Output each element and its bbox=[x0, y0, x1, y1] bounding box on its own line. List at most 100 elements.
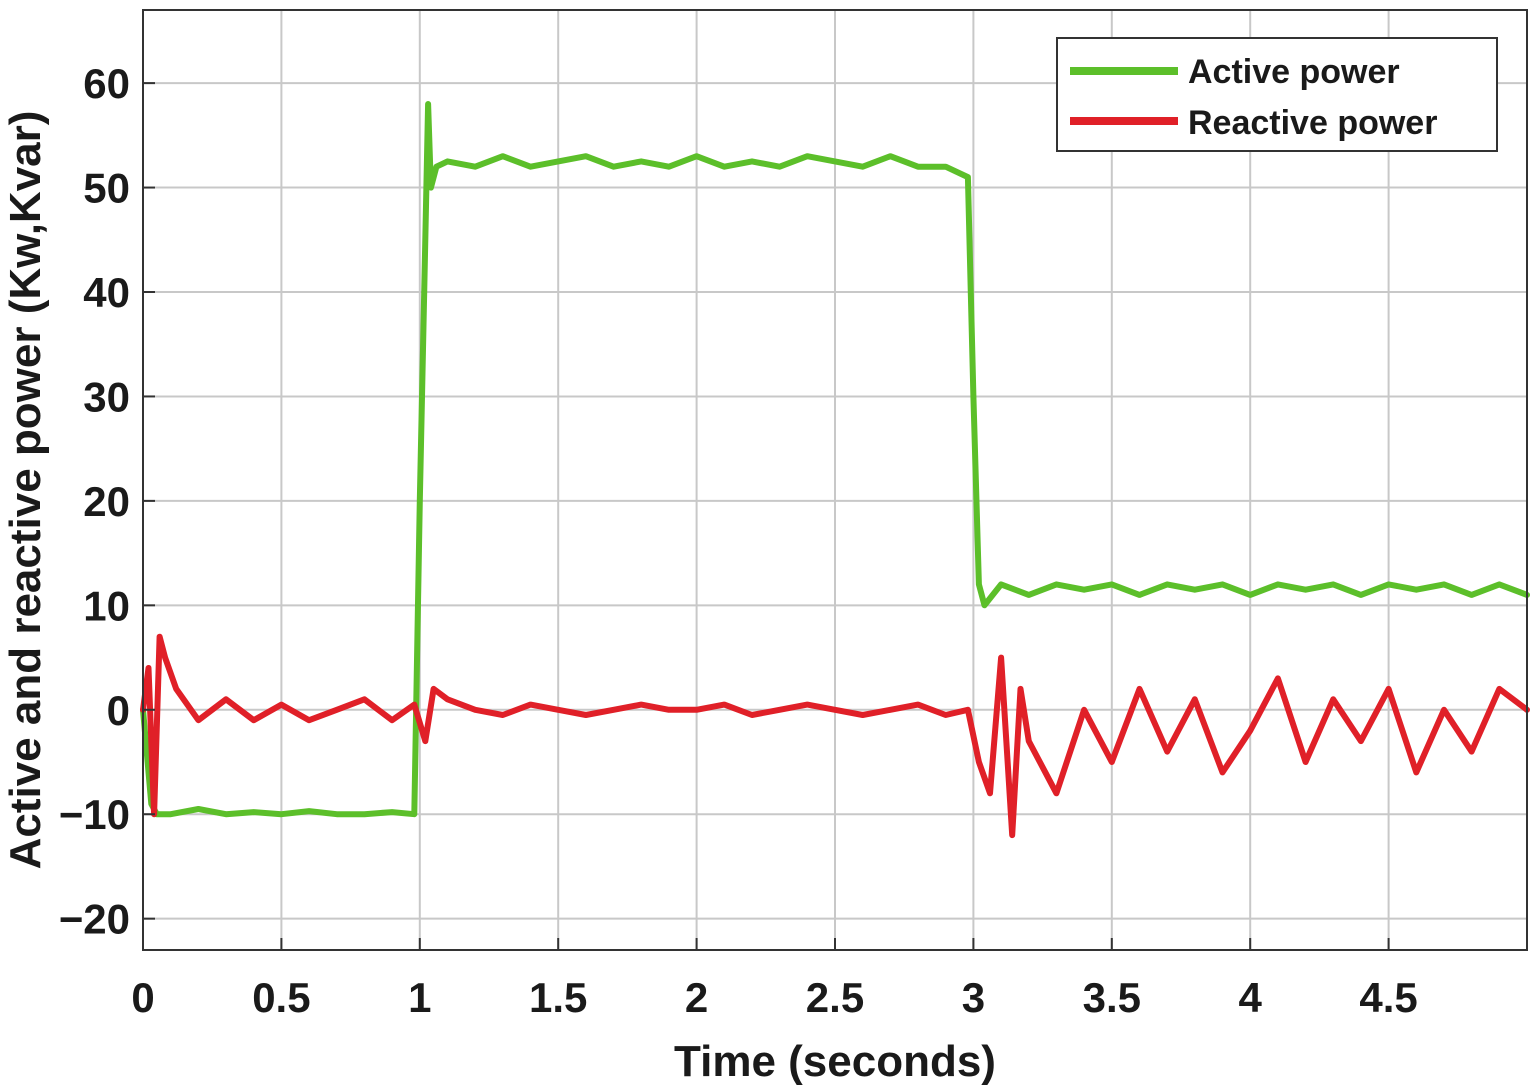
data-point bbox=[445, 696, 450, 702]
data-point bbox=[638, 702, 644, 708]
data-point bbox=[1330, 696, 1336, 702]
y-tick-label: −20 bbox=[59, 896, 130, 943]
data-point bbox=[334, 811, 340, 817]
data-point bbox=[1026, 738, 1032, 744]
data-point bbox=[361, 811, 367, 817]
data-point bbox=[804, 702, 810, 708]
data-point bbox=[915, 702, 921, 708]
x-tick-label: 4 bbox=[1239, 974, 1263, 1021]
data-point bbox=[583, 712, 589, 718]
legend-label-reactive-power: Reactive power bbox=[1188, 104, 1437, 142]
data-point bbox=[1358, 738, 1364, 744]
data-point bbox=[943, 712, 949, 718]
data-point bbox=[1469, 592, 1475, 598]
data-point bbox=[583, 153, 589, 159]
data-point bbox=[445, 158, 450, 164]
x-tick-label: 1.5 bbox=[529, 974, 587, 1021]
x-tick-label: 1 bbox=[408, 974, 431, 1021]
data-point bbox=[721, 164, 727, 170]
y-axis-title: Active and reactive power (Kw,Kvar) bbox=[1, 111, 50, 870]
data-point bbox=[860, 712, 866, 718]
data-point bbox=[987, 790, 993, 796]
data-point bbox=[431, 686, 437, 692]
tick-labels: 0 0.5 1 1.5 2 2.5 3 3.5 4 4.5 −20 −10 0 10 20 30 40 50 60 bbox=[59, 60, 1418, 1021]
data-point bbox=[428, 185, 434, 191]
data-point bbox=[1081, 707, 1087, 713]
x-tick-label: 0.5 bbox=[252, 974, 310, 1021]
data-point bbox=[306, 808, 312, 814]
data-point bbox=[1192, 696, 1198, 702]
data-point bbox=[411, 811, 417, 817]
data-point bbox=[860, 164, 866, 170]
data-point bbox=[943, 164, 949, 170]
data-point bbox=[1496, 581, 1502, 587]
x-tick-label: 0 bbox=[131, 974, 154, 1021]
data-point bbox=[1009, 832, 1015, 838]
data-point bbox=[472, 707, 478, 713]
x-tick-label: 2.5 bbox=[806, 974, 864, 1021]
data-point bbox=[749, 158, 755, 164]
x-tick-label: 3.5 bbox=[1083, 974, 1141, 1021]
data-point bbox=[1275, 675, 1281, 681]
legend: Active power Reactive power bbox=[1056, 37, 1498, 152]
data-point bbox=[1386, 581, 1392, 587]
data-point bbox=[1053, 790, 1059, 796]
data-point bbox=[976, 759, 982, 765]
data-point bbox=[162, 655, 168, 661]
data-point bbox=[1386, 686, 1392, 692]
data-point bbox=[777, 707, 783, 713]
data-point bbox=[334, 707, 340, 713]
y-tick-label: −10 bbox=[59, 791, 130, 838]
data-point bbox=[1081, 587, 1087, 593]
data-point bbox=[1164, 749, 1170, 755]
data-point bbox=[422, 738, 428, 744]
data-point bbox=[721, 702, 727, 708]
data-point bbox=[694, 153, 700, 159]
y-tick-label: 0 bbox=[107, 687, 130, 734]
data-point bbox=[1192, 587, 1198, 593]
data-point bbox=[1164, 581, 1170, 587]
data-point bbox=[422, 237, 428, 243]
x-tick-label: 2 bbox=[685, 974, 708, 1021]
data-point bbox=[500, 712, 506, 718]
data-point bbox=[666, 707, 672, 713]
data-point bbox=[173, 686, 179, 692]
data-point bbox=[1303, 759, 1309, 765]
data-point bbox=[528, 164, 533, 170]
data-point bbox=[982, 602, 987, 608]
data-point bbox=[832, 158, 838, 164]
data-point bbox=[915, 164, 921, 170]
data-point bbox=[195, 806, 201, 812]
data-point bbox=[638, 158, 644, 164]
data-point bbox=[1358, 592, 1364, 598]
data-point bbox=[157, 634, 163, 640]
y-tick-label: 30 bbox=[83, 373, 130, 420]
data-point bbox=[1247, 592, 1253, 598]
data-point bbox=[417, 498, 423, 504]
data-point bbox=[1413, 587, 1419, 593]
data-point bbox=[555, 158, 561, 164]
data-point bbox=[1109, 759, 1115, 765]
data-point bbox=[168, 811, 174, 817]
data-point bbox=[1018, 686, 1023, 692]
data-point bbox=[223, 811, 229, 817]
data-point bbox=[278, 811, 284, 817]
data-point bbox=[425, 101, 431, 107]
data-point bbox=[278, 702, 284, 708]
data-point bbox=[306, 717, 312, 723]
data-point bbox=[1330, 581, 1336, 587]
data-point bbox=[970, 393, 976, 399]
data-point bbox=[1220, 769, 1225, 775]
data-point bbox=[832, 707, 838, 713]
data-point bbox=[251, 809, 257, 815]
x-axis-title: Time (seconds) bbox=[674, 1037, 996, 1086]
data-point bbox=[1026, 592, 1032, 598]
y-tick-label: 60 bbox=[83, 60, 130, 107]
data-point bbox=[1275, 581, 1281, 587]
y-tick-label: 10 bbox=[83, 582, 130, 629]
data-point bbox=[965, 707, 971, 713]
data-point bbox=[998, 581, 1004, 587]
data-point bbox=[251, 717, 257, 723]
data-point bbox=[666, 164, 672, 170]
data-point bbox=[965, 174, 971, 180]
